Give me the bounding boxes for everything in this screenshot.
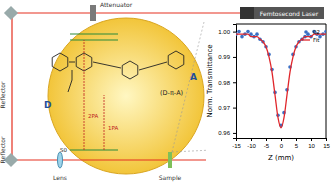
inset-bg <box>206 20 332 168</box>
molecule <box>52 51 184 92</box>
x-tick-mark <box>311 138 312 141</box>
x-tick: -15 <box>232 138 241 149</box>
data-point <box>255 32 259 36</box>
y-tick: 0.97 <box>218 105 236 111</box>
y-tick-label: 1.00 <box>218 29 230 35</box>
legend-label: Fit <box>313 37 320 43</box>
x-tick-label: 5 <box>295 143 299 149</box>
donor-label: D <box>44 100 51 110</box>
y-tick-mark <box>233 57 236 58</box>
x-axis: -15 -10 -5 0 5 10 15 <box>232 138 330 149</box>
y-tick-label: 0.98 <box>218 80 230 86</box>
x-tick: 5 <box>295 138 299 149</box>
acceptor-label: A <box>190 72 197 82</box>
ring <box>168 51 184 69</box>
x-tick: -5 <box>264 138 270 149</box>
attenuator-label: Attenuator <box>100 1 133 8</box>
y-tick: 0.98 <box>218 80 236 86</box>
lens-label: Lens <box>53 174 67 181</box>
laser-label: Femtosecond Laser <box>260 10 319 17</box>
sample <box>168 152 172 168</box>
x-axis-title: Z (mm) <box>268 154 294 162</box>
x-tick: 0 <box>280 138 284 149</box>
data-point <box>240 35 244 39</box>
ring <box>52 53 68 71</box>
y-axis-line <box>233 25 237 139</box>
reflector-label: Reflector <box>0 81 6 108</box>
legend: 02 Fit <box>302 29 320 43</box>
y-tick: 0.99 <box>218 54 236 60</box>
transition-label: 2PA <box>88 113 98 119</box>
level-label: S0 <box>60 147 67 153</box>
x-tick: 10 <box>308 138 315 149</box>
x-tick-mark <box>296 138 297 141</box>
bond <box>68 62 167 92</box>
transition-label: 1PA <box>108 125 118 131</box>
y-tick-mark <box>233 133 236 134</box>
laser-head <box>240 7 254 19</box>
data-point <box>324 30 326 34</box>
y-tick-mark <box>233 82 236 83</box>
x-tick-label: -5 <box>264 143 270 149</box>
legend-line <box>302 39 310 40</box>
laser-body <box>254 7 324 19</box>
x-tick-label: -15 <box>232 143 241 149</box>
x-tick: 15 <box>323 138 330 149</box>
y-axis: 0.96 0.97 0.98 0.99 1.00 <box>218 25 236 139</box>
attenuator <box>90 5 96 21</box>
data-point <box>237 30 241 34</box>
plot-area <box>236 30 326 128</box>
sample-zoom <box>48 18 204 174</box>
ring <box>122 61 138 79</box>
x-tick-label: 0 <box>280 143 284 149</box>
legend-marker <box>304 30 308 34</box>
y-axis-title: Norm. Transmittance <box>206 44 214 117</box>
data-point <box>246 30 250 34</box>
y-tick: 0.96 <box>218 130 236 136</box>
y-tick-mark <box>233 32 236 33</box>
x-tick-label: -10 <box>247 143 256 149</box>
x-tick-mark <box>251 138 252 141</box>
x-tick-mark <box>326 138 327 141</box>
lens <box>58 152 63 168</box>
molecule-label: (D-π-A) <box>160 89 183 97</box>
x-tick-label: 10 <box>308 143 315 149</box>
y-tick-label: 0.96 <box>218 130 230 136</box>
reflector <box>4 153 18 167</box>
energy-level <box>70 34 118 150</box>
fit-line <box>236 34 326 128</box>
reflector-label: Reflector <box>0 136 6 163</box>
legend-label: 02 <box>313 29 320 35</box>
reflector <box>4 6 18 20</box>
y-tick-mark <box>233 108 236 109</box>
y-tick-label: 0.97 <box>218 105 230 111</box>
x-tick-label: 15 <box>323 143 330 149</box>
x-tick-mark <box>266 138 267 141</box>
transition-arrow <box>84 40 104 150</box>
x-tick: -10 <box>247 138 256 149</box>
x-tick-mark <box>281 138 282 141</box>
sample-label: Sample <box>159 174 182 182</box>
x-axis-line <box>237 139 327 142</box>
y-tick: 1.00 <box>218 29 236 35</box>
plot-frame <box>236 24 326 138</box>
y-tick-label: 0.99 <box>218 54 230 60</box>
